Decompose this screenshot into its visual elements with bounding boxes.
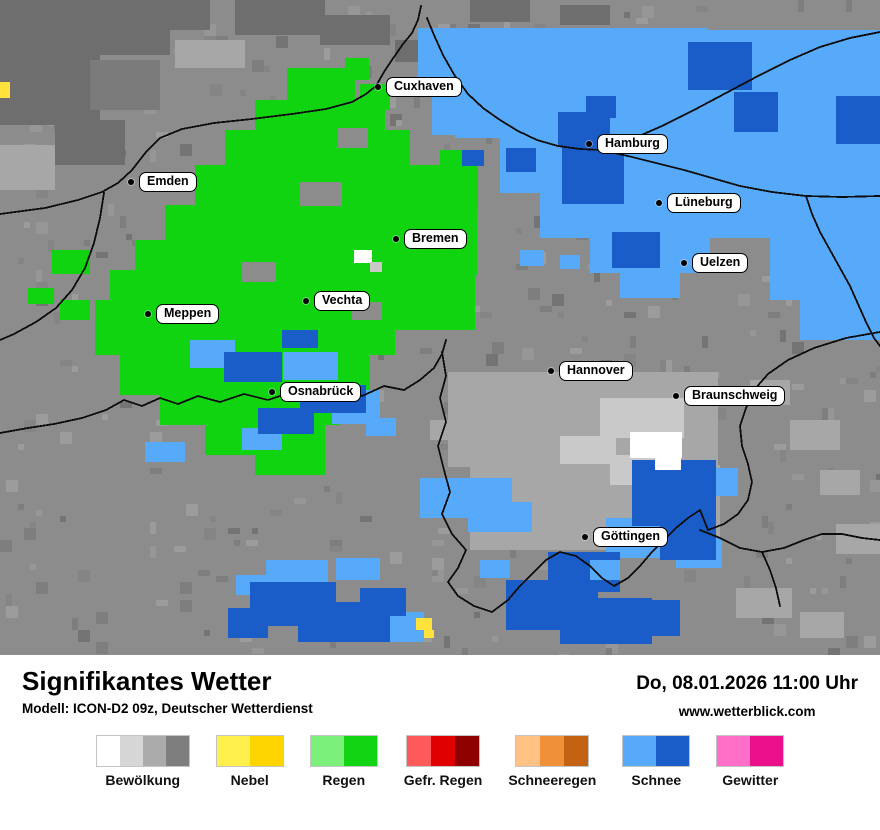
city-marker: Vechta: [303, 291, 371, 311]
legend-item: Regen: [309, 735, 378, 788]
legend-item-label: Nebel: [230, 772, 269, 788]
city-label: Göttingen: [593, 527, 669, 547]
legend-swatch: [216, 736, 250, 766]
legend-swatch: [540, 736, 565, 766]
weather-map: Cuxhaven Hamburg Emden Lüneburg Bremen Uelzen…: [0, 0, 880, 655]
legend-swatch: [656, 736, 690, 766]
legend-swatch: [142, 736, 166, 766]
website-url: www.wetterblick.com: [678, 704, 816, 719]
city-label: Hamburg: [597, 134, 668, 154]
city-dot-icon: [656, 200, 662, 206]
legend-swatches: [716, 735, 785, 767]
city-dot-icon: [128, 179, 134, 185]
legend-item-label: Schneeregen: [508, 772, 597, 788]
city-dot-icon: [548, 368, 554, 374]
city-dot-icon: [375, 84, 381, 90]
legend-item-label: Gewitter: [722, 772, 779, 788]
city-marker: Bremen: [393, 229, 467, 249]
city-label: Bremen: [404, 229, 467, 249]
city-label: Osnabrück: [280, 382, 362, 402]
legend-item-label: Schnee: [631, 772, 682, 788]
legend-item: Schneeregen: [508, 735, 596, 788]
city-marker: Osnabrück: [269, 382, 362, 402]
footer-header: Signifikantes Wetter Modell: ICON-D2 09z…: [0, 655, 880, 719]
city-label: Vechta: [314, 291, 371, 311]
legend-item: Bewölkung: [95, 735, 190, 788]
legend-swatches: [622, 735, 691, 767]
legend-item: Gewitter: [716, 735, 785, 788]
legend-item-label: Gefr. Regen: [403, 772, 483, 788]
city-marker: Hannover: [548, 361, 633, 381]
city-dot-icon: [582, 534, 588, 540]
city-marker: Cuxhaven: [375, 77, 462, 97]
legend-swatch: [310, 736, 344, 766]
city-dot-icon: [673, 393, 679, 399]
city-marker: Göttingen: [582, 527, 669, 547]
legend-swatch: [516, 736, 541, 766]
legend-swatches: [406, 735, 481, 767]
legend: Bewölkung Nebel Regen Gefr. Regen Schneerege…: [0, 735, 880, 788]
city-layer: Cuxhaven Hamburg Emden Lüneburg Bremen Uelzen…: [128, 77, 786, 547]
city-label: Meppen: [156, 304, 220, 324]
legend-swatch: [564, 736, 589, 766]
city-label: Cuxhaven: [386, 77, 462, 97]
legend-item: Gefr. Regen: [403, 735, 483, 788]
legend-swatch: [431, 736, 456, 766]
datetime: Do, 08.01.2026 11:00 Uhr: [636, 673, 858, 694]
city-marker: Uelzen: [681, 253, 749, 273]
city-label: Emden: [139, 172, 197, 192]
legend-swatch: [455, 736, 480, 766]
weather-map-svg: [0, 0, 880, 655]
city-dot-icon: [303, 298, 309, 304]
footer: Signifikantes Wetter Modell: ICON-D2 09z…: [0, 655, 880, 830]
legend-item-label: Bewölkung: [105, 772, 181, 788]
legend-item: Schnee: [622, 735, 691, 788]
city-label: Hannover: [559, 361, 633, 381]
legend-swatch: [119, 736, 143, 766]
city-marker: Lüneburg: [656, 193, 741, 213]
city-marker: Meppen: [145, 304, 220, 324]
legend-swatch: [343, 736, 377, 766]
legend-swatch: [407, 736, 432, 766]
city-marker: Emden: [128, 172, 197, 192]
legend-swatch: [249, 736, 283, 766]
city-label: Lüneburg: [667, 193, 741, 213]
legend-swatches: [309, 735, 378, 767]
legend-swatches: [95, 735, 190, 767]
page-title: Signifikantes Wetter: [22, 666, 272, 696]
footer-right: Do, 08.01.2026 11:00 Uhr www.wetterblick…: [636, 668, 858, 719]
legend-swatch: [623, 736, 657, 766]
city-dot-icon: [393, 236, 399, 242]
legend-swatches: [215, 735, 284, 767]
legend-item: Nebel: [215, 735, 284, 788]
legend-swatch: [717, 736, 751, 766]
city-label: Braunschweig: [684, 386, 786, 406]
legend-item-label: Regen: [322, 772, 366, 788]
city-marker: Braunschweig: [673, 386, 786, 406]
legend-swatch: [165, 736, 189, 766]
legend-swatch: [96, 736, 120, 766]
model-info: Modell: ICON-D2 09z, Deutscher Wetterdie…: [22, 701, 313, 717]
city-dot-icon: [586, 141, 592, 147]
legend-swatch: [750, 736, 784, 766]
legend-swatches: [515, 735, 590, 767]
city-marker: Hamburg: [586, 134, 668, 154]
city-dot-icon: [681, 260, 687, 266]
city-dot-icon: [269, 389, 275, 395]
city-dot-icon: [145, 311, 151, 317]
city-label: Uelzen: [692, 253, 749, 273]
footer-left: Signifikantes Wetter Modell: ICON-D2 09z…: [22, 666, 313, 717]
